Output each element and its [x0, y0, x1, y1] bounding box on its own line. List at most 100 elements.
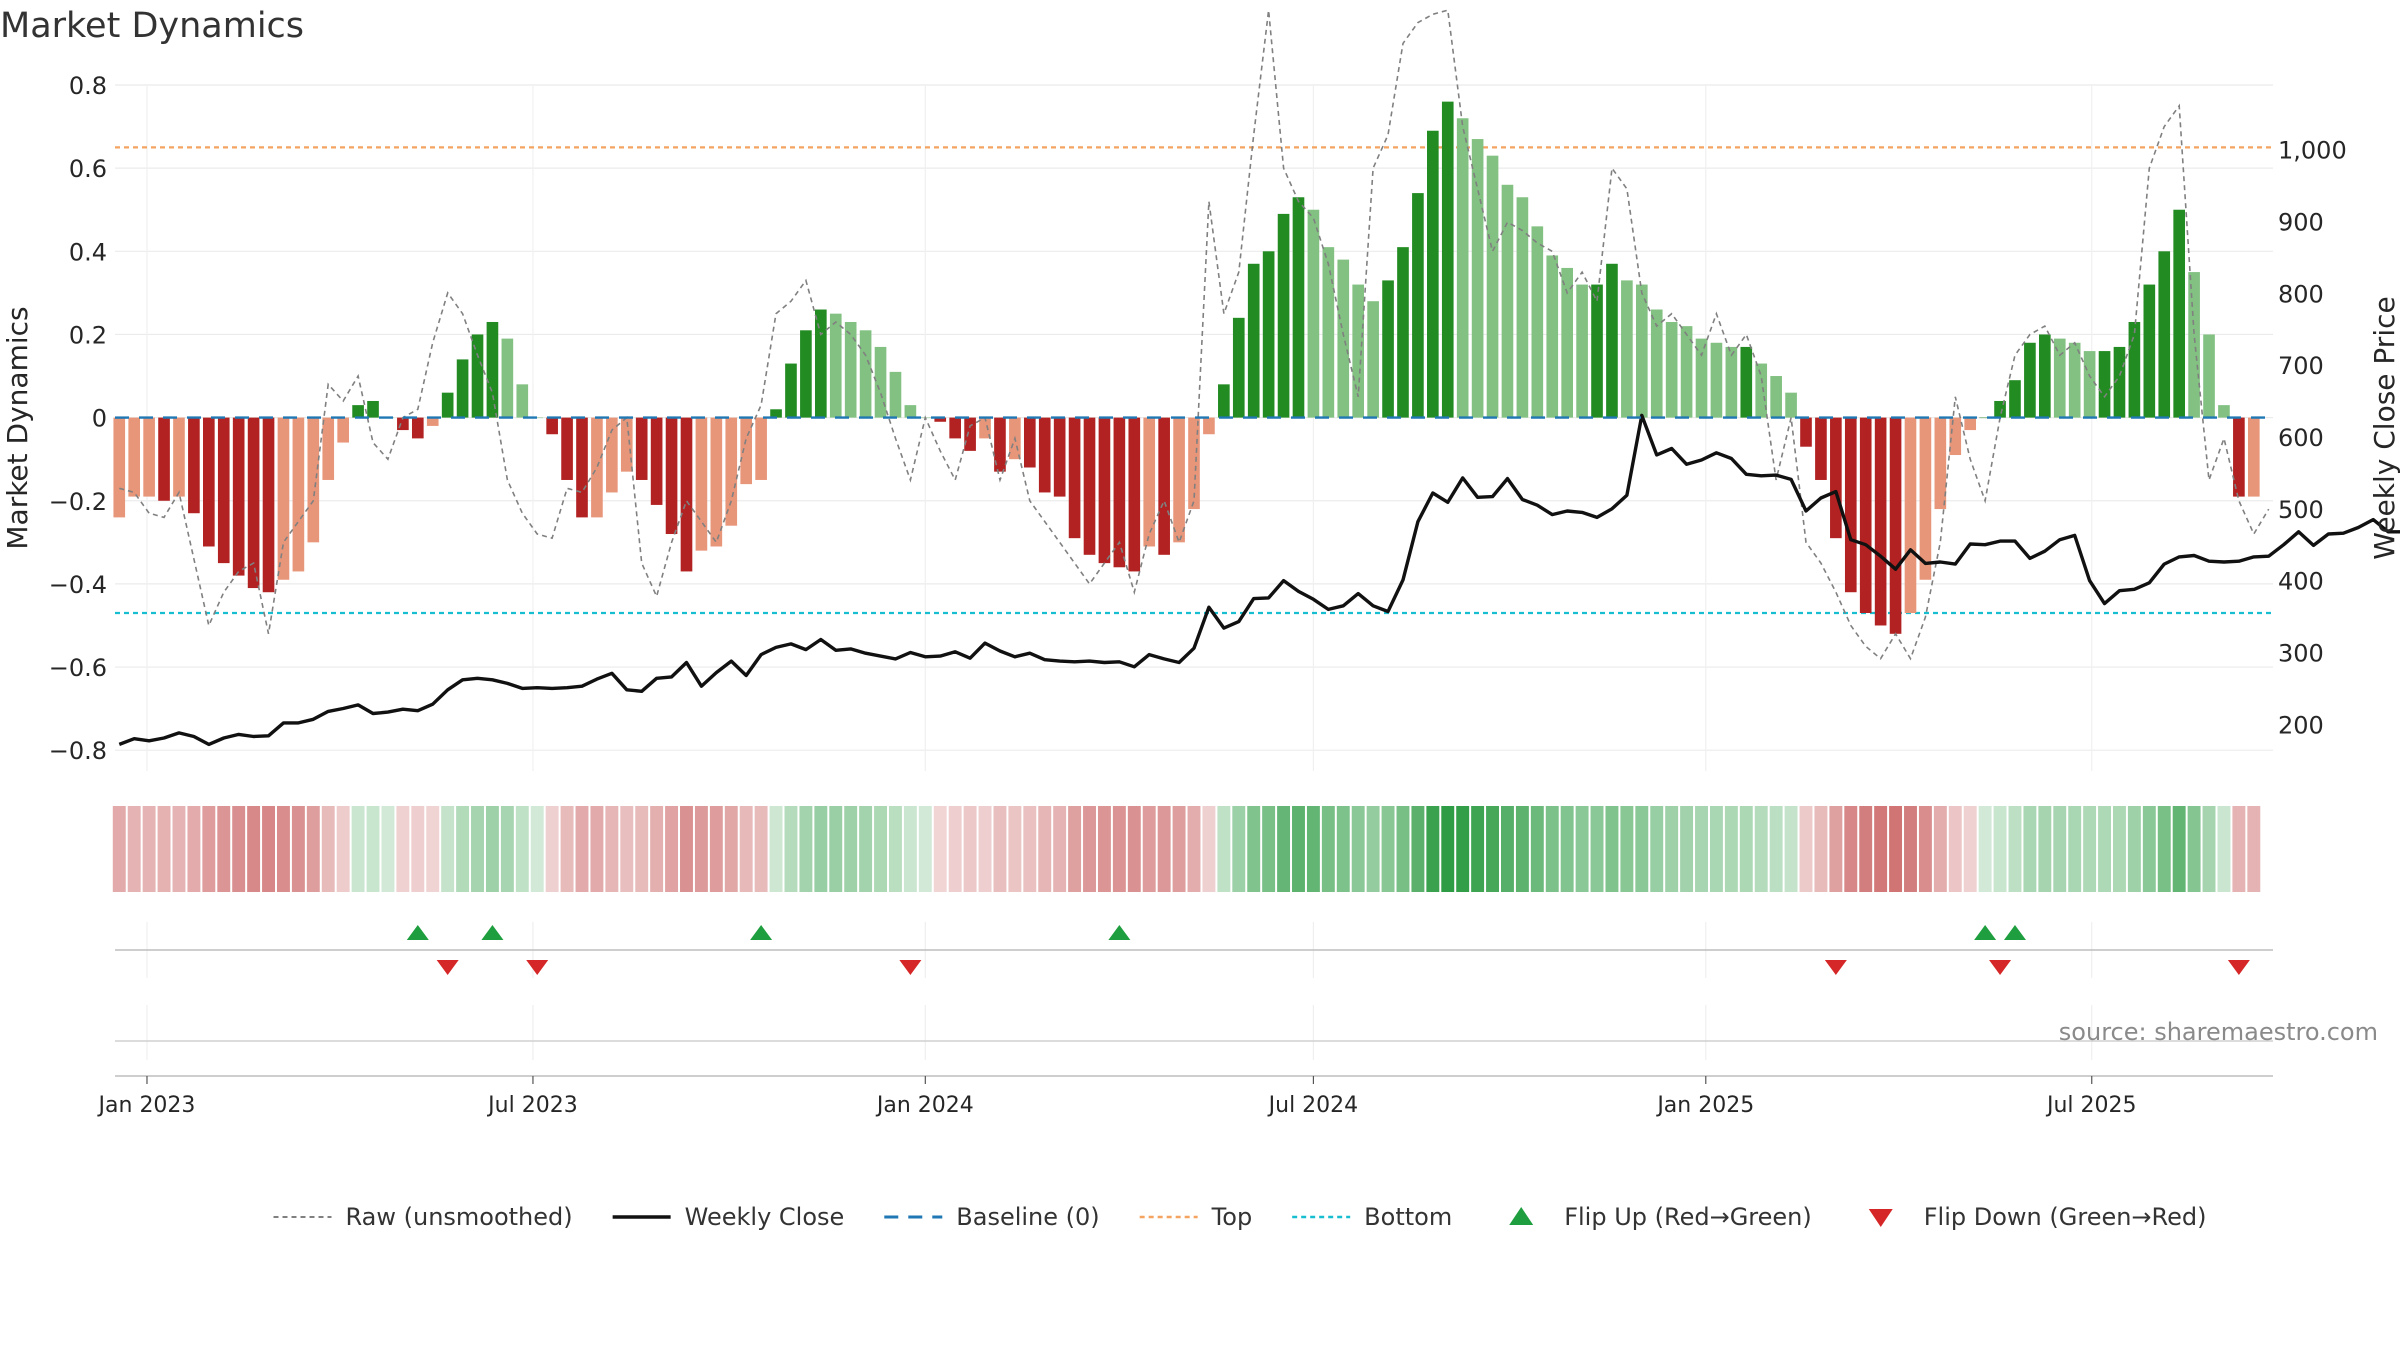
dynamics-bar [829, 313, 842, 418]
dynamics-bar [1382, 280, 1394, 418]
strength-band-cell [2232, 806, 2246, 892]
strength-band-cell [605, 806, 619, 892]
strength-band-cell [814, 806, 828, 892]
chart-title: Market Dynamics [0, 6, 304, 46]
dynamics-bar [1650, 309, 1663, 418]
strength-band-cell [2053, 806, 2067, 892]
dynamics-bar [1292, 197, 1305, 418]
dynamics-bar [2218, 405, 2230, 418]
source-text: source: sharemaestro.com [2059, 1018, 2378, 1046]
dynamics-bar [1113, 417, 1126, 568]
strength-band-cell [1769, 806, 1783, 892]
strength-band-cell [709, 806, 723, 892]
y-tick-label: 0.2 [69, 321, 107, 349]
y-tick-label: 0.8 [69, 72, 107, 100]
dynamics-bar [1874, 417, 1887, 626]
strength-band-cell [1411, 806, 1425, 892]
legend-label: Top [1211, 1203, 1253, 1231]
x-tick-label: Jan 2023 [97, 1093, 196, 1118]
strength-band-cell [530, 806, 544, 892]
strength-band-cell [515, 806, 529, 892]
strength-band-cell [1978, 806, 1992, 892]
strength-band-cell [306, 806, 320, 892]
strength-band-cell [1501, 806, 1514, 892]
strength-band-cell [590, 806, 604, 892]
dynamics-bar [2053, 338, 2066, 418]
dynamics-bar [1531, 226, 1544, 418]
flip-down-marker [2227, 960, 2250, 975]
strength-band-cell [321, 806, 335, 892]
dynamics-bar [1949, 417, 1962, 456]
legend-label: Flip Up (Red→Green) [1564, 1203, 1812, 1231]
dynamics-bar [1591, 284, 1603, 418]
strength-band-cell [1083, 806, 1096, 892]
strength-band-cell [441, 806, 455, 892]
strength-band-cell [1486, 806, 1500, 892]
strength-band-cell [665, 806, 679, 892]
strength-band-cell [1068, 806, 1082, 892]
strength-band-cell [1202, 806, 1216, 892]
dynamics-bar [2113, 346, 2126, 418]
dynamics-bar [2247, 417, 2260, 497]
dynamics-bar [1680, 326, 1693, 418]
dynamics-bar [695, 417, 708, 551]
dynamics-bar [203, 417, 215, 547]
dynamics-bar [2009, 380, 2021, 418]
dynamics-bar [1665, 321, 1678, 418]
dynamics-bar [1904, 417, 1917, 614]
strength-band-cell [1590, 806, 1604, 892]
strength-band-cell [1829, 806, 1843, 892]
y-tick-label: −0.2 [49, 488, 107, 516]
dynamics-bar [1307, 209, 1320, 418]
strength-band-cell [1351, 806, 1365, 892]
dynamics-bar [1023, 417, 1036, 468]
strength-band-cell [1366, 806, 1380, 892]
dynamics-bar [650, 417, 663, 505]
dynamics-bar [1486, 155, 1499, 418]
x-tick-label: Jan 2024 [875, 1093, 974, 1118]
strength-band-cell [1575, 806, 1589, 892]
strength-band-cell [948, 806, 962, 892]
dynamics-bar [1038, 417, 1051, 493]
dynamics-bar [725, 417, 738, 526]
dynamics-bar [1964, 417, 1977, 431]
strength-band-cell [874, 806, 887, 892]
strength-band-cell [1695, 806, 1708, 892]
dynamics-bar [1277, 213, 1290, 418]
y2-tick-label: 900 [2278, 208, 2324, 236]
strength-band-cell [1605, 806, 1619, 892]
y2-tick-label: 1,000 [2278, 137, 2347, 165]
dynamics-bar [2068, 342, 2081, 418]
strength-band-cell [694, 806, 708, 892]
dynamics-bar [606, 417, 618, 493]
strength-band-cell [1754, 806, 1768, 892]
dynamics-bar [1397, 247, 1409, 418]
y2-tick-label: 600 [2278, 424, 2324, 452]
dynamics-bar [128, 417, 141, 497]
legend: Raw (unsmoothed) Weekly Close Baseline (0)… [273, 1203, 2207, 1231]
dynamics-bar [994, 417, 1006, 472]
strength-band-cell [172, 806, 186, 892]
strength-band-cell [784, 806, 798, 892]
dynamics-bar [1710, 342, 1723, 418]
legend-item-flipdown: Flip Down (Green→Red) [1868, 1203, 2207, 1231]
strength-band-cell [157, 806, 171, 892]
strength-band-cell [1739, 806, 1753, 892]
legend-item-baseline: Baseline (0) [884, 1203, 1100, 1231]
strength-band-cell [142, 806, 156, 892]
legend-item-bottom: Bottom [1292, 1203, 1452, 1231]
y-tick-label: −0.6 [49, 654, 107, 682]
strength-band-cell [2068, 806, 2082, 892]
dynamics-bar [1830, 417, 1842, 539]
dynamics-bar [232, 417, 245, 576]
dynamics-bar [1770, 376, 1782, 418]
strength-band-cell [202, 806, 216, 892]
strength-band-cell [1232, 806, 1246, 892]
dynamics-bar [620, 417, 633, 472]
y-tick-label: −0.4 [49, 571, 107, 599]
strength-band-cell [2038, 806, 2052, 892]
dynamics-bar [2083, 351, 2096, 418]
flip-down-marker [1989, 960, 2012, 975]
strength-band-cell [1292, 806, 1305, 892]
